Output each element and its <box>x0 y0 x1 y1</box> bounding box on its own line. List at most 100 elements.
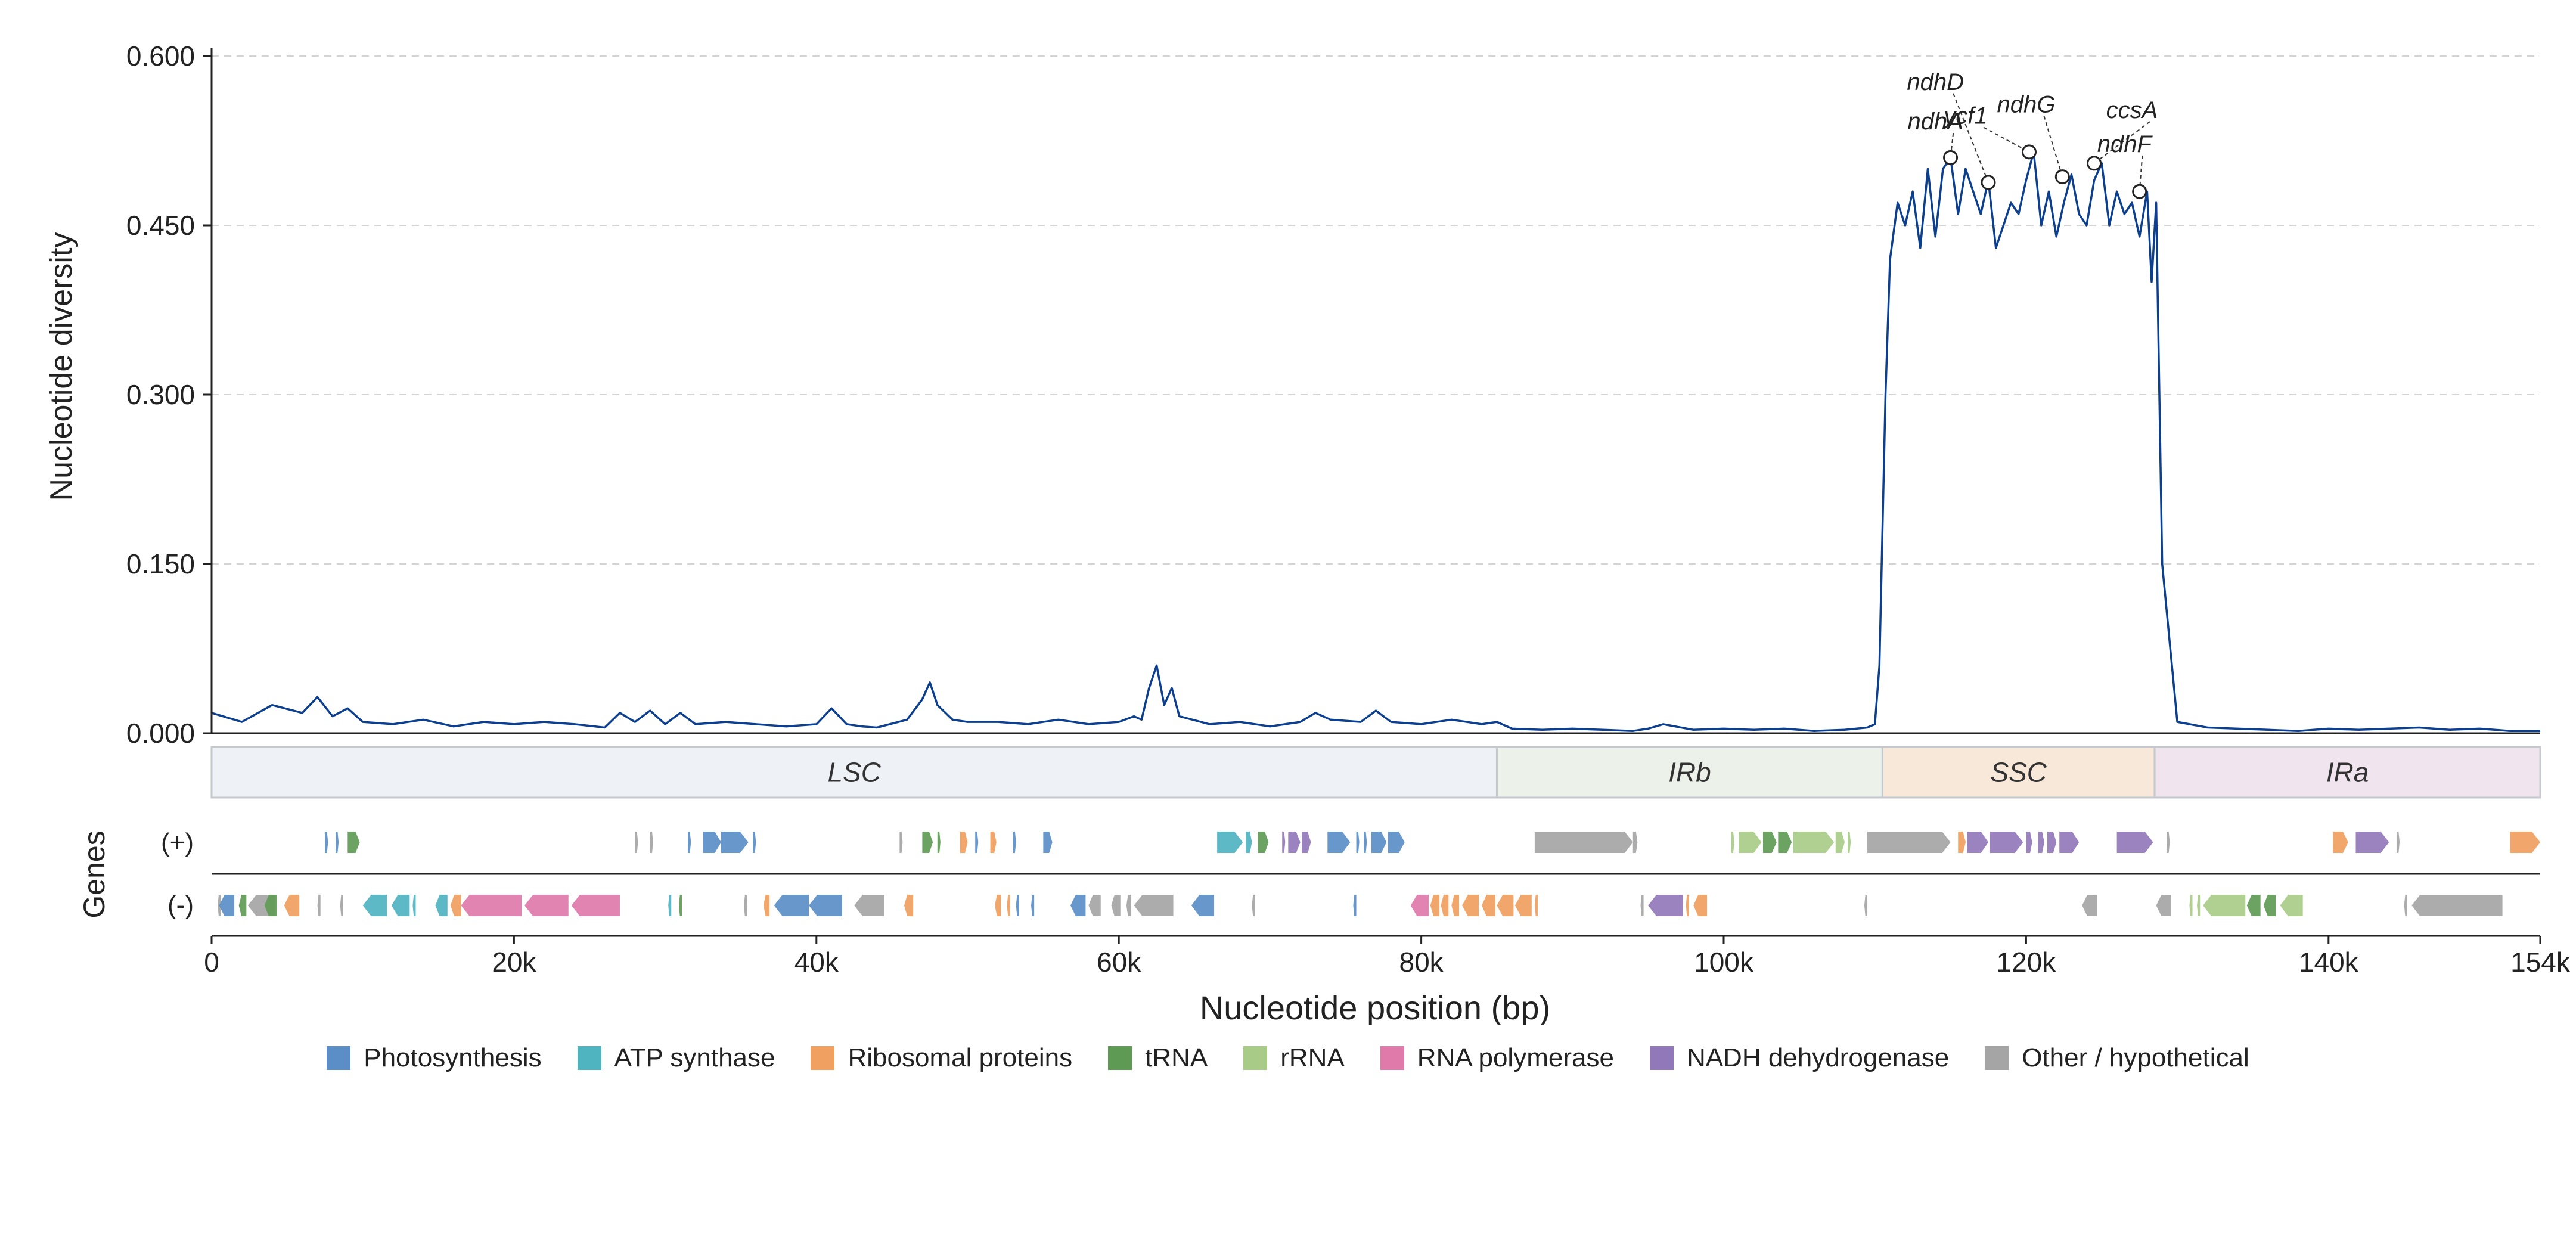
diversity-line-layer <box>211 151 2540 732</box>
peak-label: ndhF <box>2097 131 2153 157</box>
peak-label: ndhD <box>1907 69 1964 95</box>
gene-feature <box>284 895 300 916</box>
legend-swatch <box>811 1046 835 1070</box>
gene-feature <box>2167 832 2170 853</box>
gene-feature <box>1482 895 1495 916</box>
y-tick-label: 0.450 <box>126 210 195 241</box>
gene-feature <box>688 832 691 853</box>
legend-label: ATP synthase <box>614 1043 775 1072</box>
gene-feature <box>2246 895 2261 916</box>
y-tick-label: 0.000 <box>126 718 195 749</box>
legend: Photosynthesis ATP synthase Ribosomal prot… <box>0 1037 2576 1079</box>
gene-feature <box>753 832 756 853</box>
legend-item: Other / hypothetical <box>1985 1043 2249 1073</box>
legend-label: Photosynthesis <box>364 1043 542 1072</box>
gene-feature <box>1462 895 1479 916</box>
region-label: IRa <box>2326 757 2369 788</box>
gene-feature <box>678 895 682 916</box>
genome-regions: LSC IRb SSC IRa <box>210 746 2541 799</box>
legend-swatch <box>1108 1046 1132 1070</box>
nucleotide-diversity-chart: ndhA ndhD ycf1 ndhG ccsA ndhF 0.000 0.150 0.300… <box>44 41 2571 1026</box>
x-axis-label: Nucleotide position (bp) <box>1200 989 1550 1025</box>
gene-feature <box>1497 895 1514 916</box>
gene-feature <box>1441 895 1449 916</box>
legend-swatch <box>1243 1046 1268 1070</box>
gene-feature <box>362 895 387 916</box>
gene-feature <box>744 895 747 916</box>
gene-feature <box>809 895 842 916</box>
legend-swatch <box>327 1046 351 1070</box>
gene-feature <box>325 832 328 853</box>
gene-feature <box>238 895 247 916</box>
gene-feature <box>2263 895 2276 916</box>
gene-feature <box>336 832 339 853</box>
gene-feature <box>1430 895 1440 916</box>
x-tick-label: 60k <box>1097 947 1141 978</box>
peak-annotations: ndhA ndhD ycf1 ndhG ccsA ndhF <box>1907 69 2158 199</box>
diversity-series-line <box>211 151 2540 732</box>
gene-feature <box>391 895 410 916</box>
gene-feature <box>461 895 522 916</box>
gene-feature <box>2026 832 2032 853</box>
gene-feature <box>2082 895 2097 916</box>
gene-feature <box>990 832 997 853</box>
gene-feature <box>650 832 653 853</box>
y-tick-label: 0.300 <box>126 379 195 410</box>
region-ira <box>2153 746 2541 799</box>
legend-label: RNA polymerase <box>1417 1043 1614 1072</box>
x-tick-label: 40k <box>794 947 839 978</box>
gene-feature <box>1410 895 1429 916</box>
gene-feature <box>1246 832 1252 853</box>
gene-feature <box>854 895 884 916</box>
gene-feature <box>2355 832 2389 853</box>
peak-marker <box>2054 169 2070 185</box>
legend-swatch <box>1985 1046 2009 1070</box>
gene-feature <box>1043 832 1053 853</box>
gene-feature <box>2404 895 2407 916</box>
gene-feature <box>703 832 721 853</box>
gene-feature <box>2116 832 2153 853</box>
x-tick-label: 0 <box>204 947 219 978</box>
gene-feature <box>975 832 979 853</box>
gene-feature <box>219 895 235 916</box>
gene-feature <box>1356 832 1360 853</box>
gene-feature <box>2038 832 2044 853</box>
gene-feature <box>1534 832 1633 853</box>
region-label: IRb <box>1668 757 1711 788</box>
gene-feature <box>1762 832 1777 853</box>
gene-feature <box>1013 832 1016 853</box>
gene-feature <box>1070 895 1086 916</box>
gene-feature <box>1648 895 1683 916</box>
gene-feature <box>1514 895 1532 916</box>
gene-feature <box>1693 895 1708 916</box>
gene-feature <box>1534 895 1538 916</box>
gene-feature <box>1252 895 1255 916</box>
x-tick-label: 20k <box>492 947 536 978</box>
gene-feature <box>1739 832 1762 853</box>
peak-marker <box>2132 184 2147 199</box>
gene-feature <box>1111 895 1121 916</box>
legend-swatch <box>1649 1046 1674 1070</box>
gene-tracks <box>212 832 2540 916</box>
legend-swatch <box>577 1046 601 1070</box>
legend-item: Photosynthesis <box>327 1043 542 1073</box>
gene-feature <box>937 832 941 853</box>
gene-feature <box>1327 832 1351 853</box>
gene-feature <box>2047 832 2057 853</box>
gene-feature <box>1686 895 1689 916</box>
gene-feature <box>1126 895 1131 916</box>
peak-label: ndhA <box>1907 108 1963 135</box>
x-tick-label: 120k <box>1997 947 2057 978</box>
gene-feature <box>1191 895 1215 916</box>
gene-feature <box>435 895 448 916</box>
gene-feature <box>774 895 809 916</box>
gene-feature <box>764 895 770 916</box>
x-tick-label: 154k <box>2510 947 2571 978</box>
gene-feature <box>1835 832 1845 853</box>
peak-label: ndhG <box>1997 92 2055 118</box>
gene-feature <box>347 832 360 853</box>
legend-item: NADH dehydrogenase <box>1649 1043 1949 1073</box>
x-tick-label: 80k <box>1399 947 1444 978</box>
gene-feature <box>571 895 620 916</box>
gene-feature <box>960 832 968 853</box>
